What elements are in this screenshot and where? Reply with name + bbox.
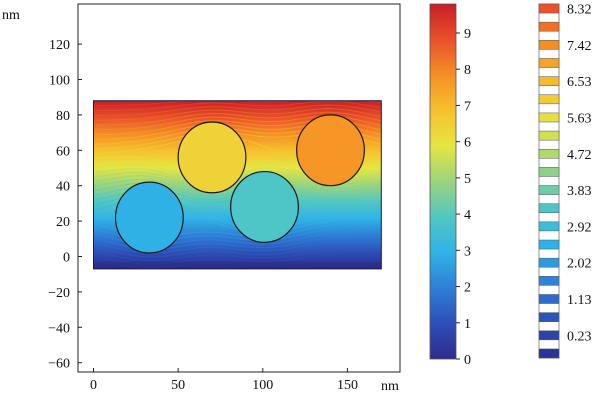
colorbar-tick-label: 0 (464, 353, 471, 368)
contour-legend-swatch (538, 76, 560, 86)
contour-legend-label: 4.72 (567, 148, 592, 163)
colorbar: 0 1 2 3 4 5 6 7 8 9 (429, 3, 471, 368)
colorbar-gradient (429, 3, 457, 360)
domain-border (93, 100, 382, 270)
contour-line (93, 100, 382, 111)
contour-legend-frame (538, 3, 560, 359)
contour-legend-label: 5.63 (567, 111, 592, 126)
plot-frame (77, 3, 401, 373)
contour-line (93, 111, 382, 126)
contour-legend-swatch (538, 221, 560, 232)
colorbar-tick-label: 4 (464, 208, 471, 223)
contour-line (93, 253, 382, 265)
contour-legend-label: 8.32 (567, 3, 592, 18)
contour-legend-swatch (538, 94, 560, 105)
contour-legend-swatch (538, 203, 560, 214)
contour-legend-label: 3.83 (567, 184, 592, 199)
contour-legend-label: 2.02 (567, 257, 592, 272)
contour-legend-swatch (538, 276, 560, 286)
y-axis-unit: nm (2, 8, 20, 23)
contour-legend-swatch (538, 239, 560, 250)
y-tick-label: 40 (56, 180, 70, 195)
contour-legend-swatch (538, 148, 560, 159)
contour-legend-swatch (538, 40, 560, 50)
plot-area (77, 3, 401, 373)
colorbar-tick-label: 6 (464, 136, 471, 151)
contour-legend-swatch (538, 21, 560, 32)
x-axis: 0 50 100 150 (90, 368, 358, 393)
contour-legend-label: 2.92 (567, 220, 592, 235)
contour-legend-swatch (538, 112, 560, 123)
y-tick-label: −40 (48, 321, 70, 336)
contour-legend-swatch (538, 130, 560, 141)
y-tick-label: 60 (56, 144, 70, 159)
contour-legend-label: 7.42 (567, 39, 592, 54)
x-axis-unit: nm (381, 379, 399, 394)
y-tick-label: 120 (49, 38, 70, 53)
contour-legend-label: 6.53 (567, 75, 592, 90)
contour-legend-swatch (538, 3, 560, 14)
contour-legend-label: 0.23 (567, 329, 592, 344)
y-tick-label: 20 (56, 215, 70, 230)
contour-legend-swatch (538, 348, 560, 359)
circle-inclusion-3 (230, 170, 299, 243)
x-tick-label: 150 (337, 378, 358, 393)
circle-inclusion-4 (296, 114, 365, 187)
x-tick-label: 50 (171, 378, 185, 393)
x-tick-label: 0 (90, 378, 97, 393)
colorbar-tick-label: 7 (464, 99, 471, 114)
x-tick-label: 100 (252, 378, 273, 393)
y-tick-label: 100 (49, 74, 70, 89)
circle-inclusions (114, 114, 365, 254)
contour-legend-swatch (538, 257, 560, 268)
contour-line (93, 104, 382, 116)
circle-inclusion-2 (177, 121, 247, 194)
contour-legend-swatch (538, 185, 560, 195)
contour-legend: 8.32 7.42 6.53 5.63 4.72 3.83 2.92 2.02 1.13 0.23 (538, 3, 592, 359)
y-tick-label: −60 (48, 357, 70, 372)
contour-legend-swatch (538, 330, 560, 341)
contour-line (93, 244, 382, 258)
colorbar-tick-label: 9 (464, 27, 471, 42)
contour-legend-swatch (538, 58, 560, 68)
contour-legend-label: 1.13 (567, 293, 592, 308)
contour-line (93, 108, 382, 121)
contour-line (93, 100, 382, 107)
y-tick-label: −20 (48, 286, 70, 301)
y-axis: −60 −40 −20 0 20 40 60 80 100 120 (48, 38, 82, 372)
contour-line (93, 248, 382, 261)
colorbar-tick-label: 1 (464, 317, 471, 332)
colorbar-tick-label: 8 (464, 63, 471, 78)
colorbar-tick-label: 3 (464, 244, 471, 259)
contour-legend-swatch (538, 294, 560, 304)
contour-legend-swatch (538, 312, 560, 322)
y-tick-label: 0 (63, 251, 70, 266)
contour-legend-swatch (538, 167, 560, 177)
contour-line (93, 258, 382, 269)
colorbar-tick-label: 5 (464, 172, 471, 187)
circle-inclusion-1 (114, 181, 184, 254)
y-tick-label: 80 (56, 109, 70, 124)
colorbar-tick-label: 2 (464, 281, 471, 296)
contour-line (93, 175, 382, 195)
